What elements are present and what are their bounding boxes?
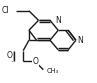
- Text: CH₃: CH₃: [47, 68, 59, 74]
- Text: O: O: [32, 57, 38, 65]
- Text: O: O: [6, 51, 12, 60]
- Text: N: N: [77, 36, 83, 45]
- Text: Cl: Cl: [2, 6, 9, 15]
- Text: N: N: [55, 16, 61, 25]
